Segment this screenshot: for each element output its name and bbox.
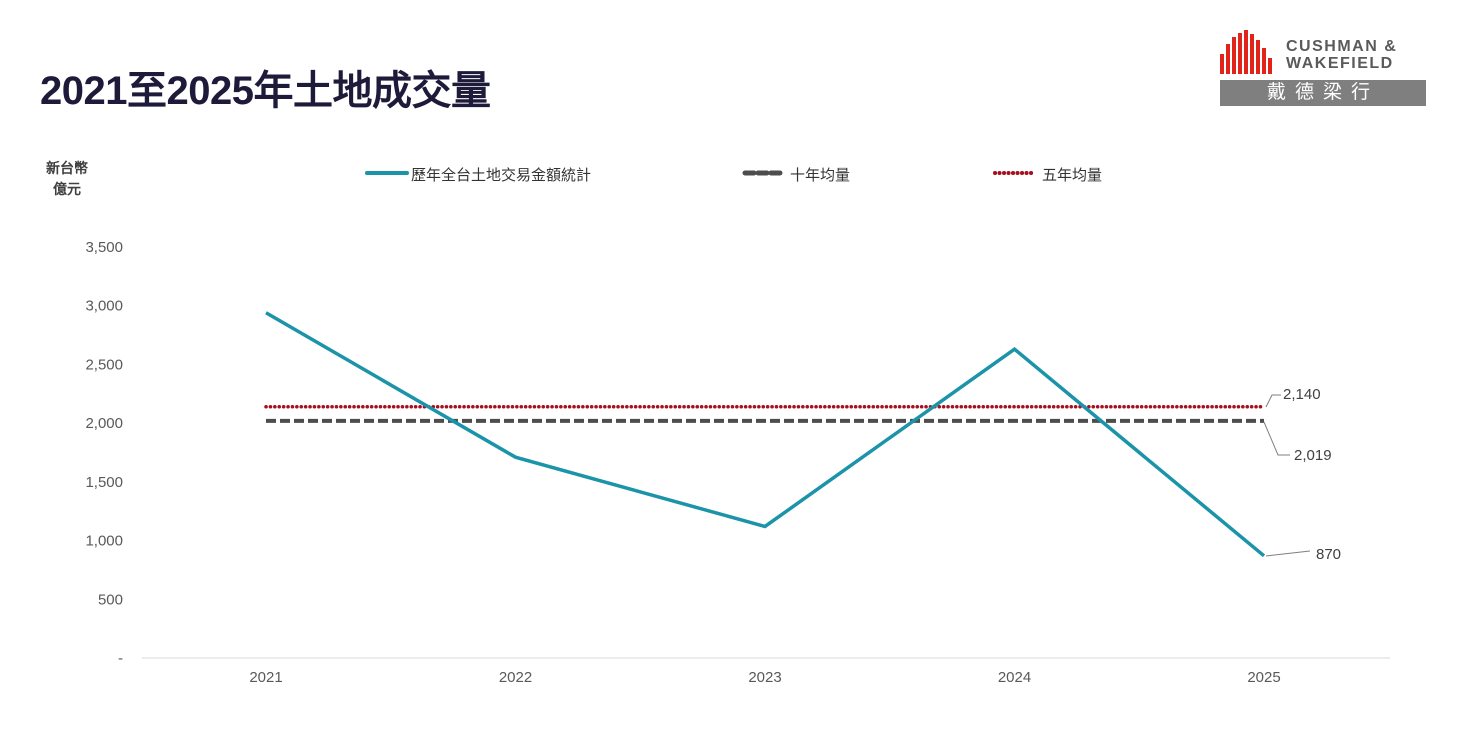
annotation-leader-0 [1265, 394, 1281, 408]
y-axis-label-line1: 新台幣 [46, 160, 88, 176]
logo-chinese-name: 戴德梁行 [1220, 80, 1426, 106]
x-tick-label-2: 2023 [748, 669, 781, 686]
legend-swatch-series-1 [742, 170, 785, 176]
series-line-0 [265, 311, 1266, 558]
x-tick-label-3: 2024 [998, 669, 1031, 686]
annotation-leader-1 [1263, 421, 1290, 456]
legend-label-series-2: 五年均量 [1042, 167, 1103, 184]
annotation-label-1: 2,019 [1294, 447, 1332, 464]
annotation-leader-2 [1265, 550, 1311, 557]
legend-label-series-1: 十年均量 [790, 167, 851, 184]
logo-bars-icon [1220, 30, 1272, 74]
annotation-label-2: 870 [1316, 546, 1341, 563]
x-tick-label-0: 2021 [249, 669, 282, 686]
y-tick-label-0: - [118, 650, 123, 667]
y-tick-label-2: 1,000 [85, 533, 123, 550]
y-tick-label-5: 2,500 [85, 356, 123, 373]
annotation-label-0: 2,140 [1283, 386, 1321, 403]
y-tick-label-3: 1,500 [85, 474, 123, 491]
logo-wordmark: CUSHMAN & WAKEFIELD [1286, 38, 1397, 72]
company-logo: CUSHMAN & WAKEFIELD 戴德梁行 [1220, 30, 1426, 106]
page-title: 2021至2025年土地成交量 [40, 69, 491, 113]
y-tick-label-1: 500 [98, 591, 123, 608]
y-tick-label-4: 2,000 [85, 415, 123, 432]
y-axis-label-line2: 億元 [53, 181, 81, 197]
x-tick-label-4: 2025 [1247, 669, 1280, 686]
legend-swatch-series-0 [365, 171, 409, 175]
y-axis-label: 新台幣 億元 [38, 158, 96, 200]
logo-line1: CUSHMAN & [1286, 38, 1398, 55]
y-tick-label-7: 3,500 [85, 239, 123, 256]
legend-swatch-series-2 [993, 171, 1034, 175]
legend-label-series-0: 歷年全台土地交易金額統計 [411, 167, 592, 184]
logo-line2: WAKEFIELD [1286, 55, 1394, 72]
y-tick-label-6: 3,000 [85, 298, 123, 315]
x-tick-label-1: 2022 [499, 669, 532, 686]
